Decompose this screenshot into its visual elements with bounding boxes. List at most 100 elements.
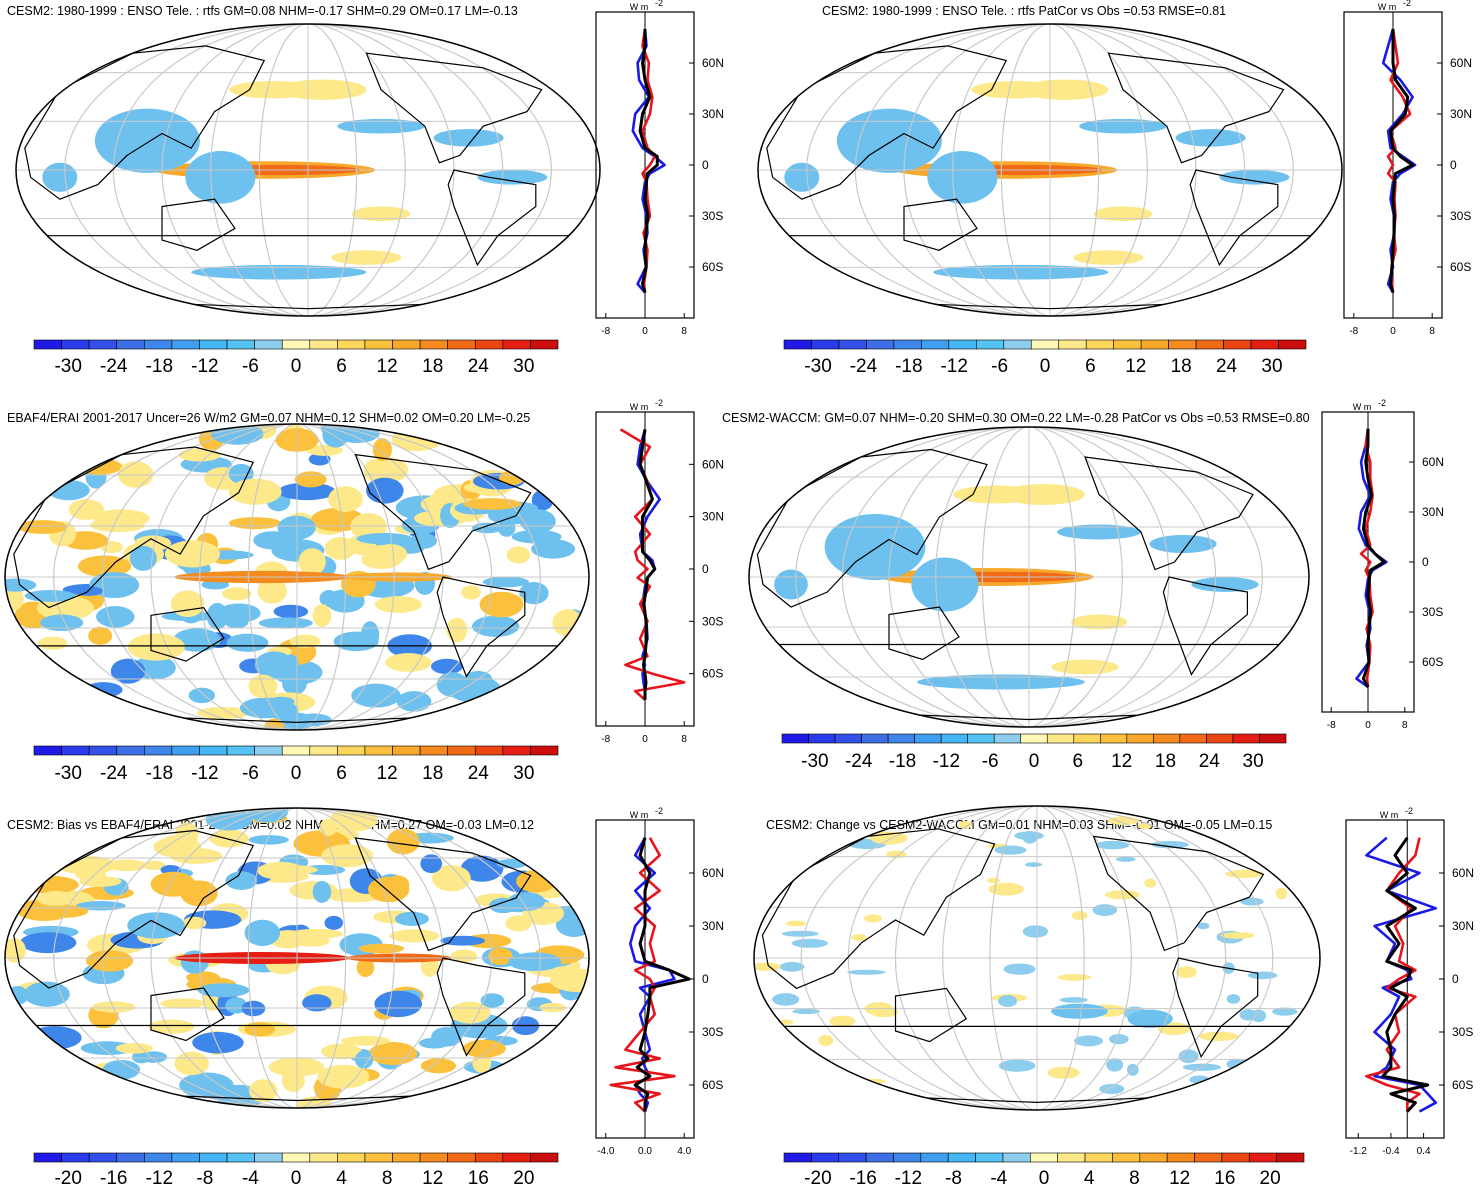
continent-outline <box>894 987 968 1043</box>
colorbar-tick-label: -18 <box>146 356 173 377</box>
field-patch <box>911 557 979 612</box>
zonal-line-blue <box>1381 28 1417 294</box>
world-map <box>4 423 590 731</box>
field-patch <box>446 617 468 643</box>
graticule-lon <box>247 808 347 1108</box>
colorbar-swatch <box>116 745 145 756</box>
colorbar-swatch <box>226 339 255 350</box>
field-patch <box>192 1031 244 1054</box>
colorbar-tick-label: 30 <box>513 356 534 377</box>
field-patch <box>1047 1066 1080 1079</box>
colorbar-tick-label: 30 <box>1261 356 1282 377</box>
field-patch <box>366 477 404 504</box>
field-patch <box>987 877 1001 884</box>
field-patch <box>298 548 326 576</box>
field-patch <box>170 590 205 617</box>
colorbar-swatch <box>281 1152 311 1163</box>
field-patch <box>79 875 122 887</box>
field-patch <box>225 871 258 891</box>
colorbar-swatch <box>337 745 366 756</box>
field-patch <box>1137 822 1152 830</box>
colorbar-tick-label: 0 <box>1029 751 1040 772</box>
field-patch <box>420 854 443 874</box>
panel-svg: -30 -24 -18 -12 -6 0 6 12 18 24 30 W m -2 60N 30N 0 30S 6… <box>4 398 724 784</box>
field-patch <box>244 919 281 946</box>
colorbar-tick-label: 8 <box>382 1168 393 1187</box>
colorbar: -30 -24 -18 -12 -6 0 6 12 18 24 30 <box>33 745 559 784</box>
continent-outline <box>1162 576 1248 676</box>
colorbar-swatch <box>254 1152 283 1163</box>
x-tick-label: 4.0 <box>677 1146 691 1157</box>
colorbar-tick-label: 24 <box>1199 751 1221 772</box>
field-patch <box>319 818 338 836</box>
unit-exponent: -2 <box>1405 806 1413 816</box>
zonal-line-black <box>633 837 691 1112</box>
colorbar-swatch <box>783 339 812 350</box>
colorbar-swatch <box>834 733 862 744</box>
y-tick-label: 0 <box>702 972 709 986</box>
field-patch <box>519 509 556 534</box>
colorbar-swatch <box>309 339 338 350</box>
colorbar-tick-label: 0 <box>291 356 302 377</box>
colorbar-swatch <box>254 339 283 350</box>
field-patch <box>186 971 220 984</box>
field-patch <box>248 1079 278 1103</box>
zonal-mean-plot: W m -2 60N 30N 0 30S 60S -8 0 8 <box>595 398 724 745</box>
colorbar-tick-label: 6 <box>1073 751 1084 772</box>
colorbar-swatch <box>1140 339 1169 350</box>
unit-label: W m <box>1380 810 1399 820</box>
field-patch <box>1071 614 1127 630</box>
continent-outline <box>766 45 1008 200</box>
colorbar-tick-label: -12 <box>895 1168 922 1187</box>
graticule-lon <box>53 424 541 730</box>
colorbar-swatch <box>1126 733 1154 744</box>
field-patch <box>1175 966 1197 979</box>
colorbar-tick-label: 20 <box>1260 1168 1281 1187</box>
field-patch <box>505 915 532 932</box>
continent-outline <box>903 198 978 251</box>
graticule-lon <box>854 24 1246 316</box>
field-patch <box>1115 856 1136 862</box>
colorbar-tick-label: -6 <box>242 356 259 377</box>
colorbar-swatch <box>33 339 62 350</box>
colorbar-swatch <box>1179 733 1207 744</box>
colorbar-tick-label: -4 <box>990 1168 1007 1187</box>
field-patch <box>355 1050 374 1069</box>
unit-exponent: -2 <box>1403 0 1411 8</box>
zonal-line-red <box>1359 428 1374 688</box>
colorbar-swatch <box>309 1152 338 1163</box>
continent-outline <box>1189 169 1279 267</box>
colorbar-swatch <box>88 339 118 350</box>
colorbar-swatch <box>1250 339 1279 350</box>
colorbar-tick-label: -18 <box>146 763 173 784</box>
colorbar-tick-label: 4 <box>1084 1168 1095 1187</box>
field-patch <box>1014 831 1044 841</box>
colorbar-swatch <box>1058 339 1087 350</box>
colorbar-swatch <box>474 745 504 756</box>
x-tick-label: 0 <box>642 326 648 337</box>
field-patch <box>420 1058 457 1074</box>
y-tick-label: 60S <box>702 667 723 681</box>
colorbar-tick-label: -16 <box>849 1168 876 1187</box>
colorbar-tick-label: -6 <box>242 763 259 784</box>
colorbar-swatch <box>502 1152 531 1163</box>
panel-cesm2-waccm: CESM2-WACCM: GM=0.07 NHM=-0.20 SHM=0.30 … <box>722 398 1483 790</box>
continent-outline <box>354 837 532 952</box>
map-field <box>749 427 1309 727</box>
colorbar-tick-label: -6 <box>982 751 999 772</box>
colorbar-tick-label: 6 <box>1085 356 1096 377</box>
field-patch <box>1108 1033 1129 1045</box>
zonal-mean-plot: W m -2 60N 30N 0 30S 60S -8 0 8 <box>1321 398 1444 731</box>
graticule-lon <box>847 806 1227 1110</box>
colorbar-tick-label: -8 <box>196 1168 213 1187</box>
colorbar-tick-label: 6 <box>336 763 347 784</box>
colorbar-tick-label: -12 <box>933 751 960 772</box>
colorbar-tick-label: -24 <box>100 356 128 377</box>
x-tick-label: 0 <box>1390 326 1396 337</box>
colorbar-tick-label: 24 <box>1216 356 1238 377</box>
colorbar-swatch <box>1073 733 1101 744</box>
y-tick-label: 30N <box>1452 919 1474 933</box>
colorbar-tick-label: -24 <box>100 763 128 784</box>
colorbar-tick-label: -30 <box>54 763 81 784</box>
field-patch <box>94 108 200 173</box>
